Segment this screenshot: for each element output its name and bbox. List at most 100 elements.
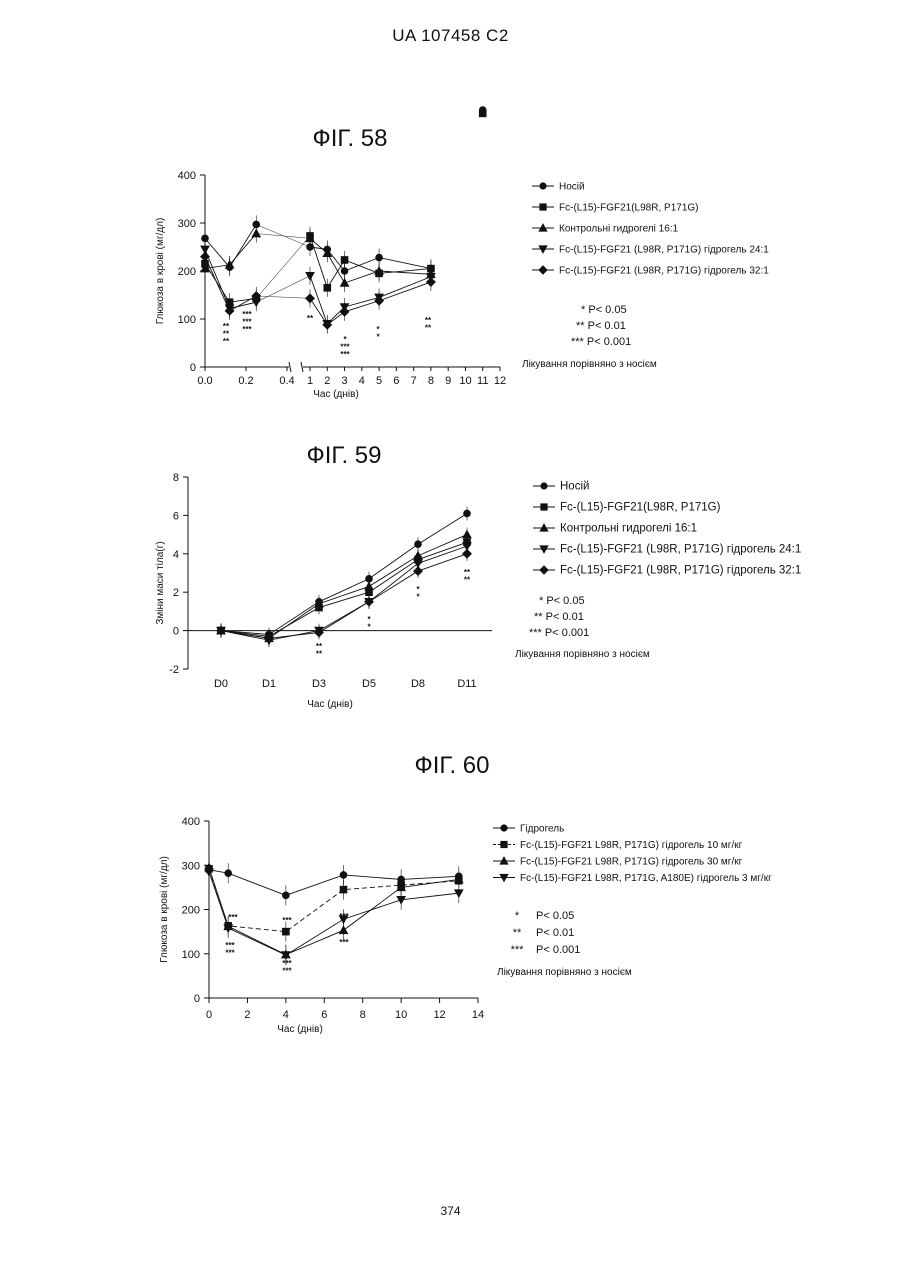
x-tick-label: 4: [283, 1009, 289, 1021]
significance-marker-line: **: [307, 314, 314, 323]
y-tick-label: 8: [173, 472, 179, 484]
significance-legend: *P< 0.05**P< 0.01***P< 0.001Лікування по…: [497, 910, 632, 978]
x-axis-label: Час (днів): [307, 699, 353, 710]
significance-value: P< 0.001: [536, 944, 580, 956]
significance-marker: **: [307, 314, 314, 323]
x-tick-label: D1: [262, 678, 276, 690]
data-point: [201, 252, 210, 261]
x-tick-label: 1: [307, 375, 313, 387]
series-line-right: [310, 276, 431, 324]
significance-marker: ******: [223, 322, 230, 346]
data-point: [427, 278, 436, 287]
y-tick-label: 200: [178, 266, 196, 278]
significance-stars: ***: [511, 944, 525, 956]
series-line: [218, 506, 471, 641]
y-tick-label: 400: [182, 816, 200, 828]
data-point: [375, 296, 384, 305]
legend-item: Контрольні гидрогелі 16:1: [532, 224, 679, 235]
x-tick-label: 10: [459, 375, 471, 387]
y-tick-label: 0: [190, 362, 196, 374]
significance-marker: **: [416, 585, 420, 602]
y-axis-label: Глюкоза в крові (мг/дл): [159, 856, 170, 963]
significance-marker-line: ***: [340, 350, 350, 359]
x-tick-label: 8: [428, 375, 434, 387]
x-tick-label: 0.0: [197, 375, 212, 387]
significance-marker-line: **: [316, 650, 323, 659]
legend: Носій Fc-(L15)-FGF21(L98R, P171G) Контроль…: [533, 481, 801, 577]
data-point: [306, 272, 314, 280]
x-axis-label: Час (днів): [313, 389, 359, 400]
data-point: [252, 229, 260, 237]
significance-value: P< 0.01: [536, 927, 574, 939]
legend-marker: [540, 566, 548, 574]
y-tick-label: 100: [182, 949, 200, 961]
legend: ГідрогельFc-(L15)-FGF21 L98R, P171G) гід…: [493, 824, 772, 885]
data-point: [463, 549, 472, 558]
legend: НосійFc-(L15)-FGF21(L98R, P171G)Контроль…: [532, 182, 769, 277]
legend-label: Контрольні гидрогелі 16:1: [560, 523, 697, 535]
legend-marker: [540, 204, 546, 210]
significance-row: *P< 0.05: [515, 910, 574, 922]
x-tick-label: 14: [472, 1009, 484, 1021]
comparison-note: Лікування порівняно з носієм: [497, 967, 632, 978]
legend-item: Fc-(L15)-FGF21(L98R, P171G): [533, 502, 721, 514]
y-tick-label: 400: [178, 170, 196, 182]
x-tick-label: D3: [312, 678, 326, 690]
significance-label: *** P< 0.001: [571, 336, 631, 348]
axis-break: [301, 362, 303, 372]
legend-label: Носій: [560, 481, 589, 493]
comparison-note: Лікування порівняно з носієм: [515, 649, 650, 660]
series-path: [221, 546, 467, 640]
series-break-connector: [256, 234, 310, 239]
figure-58-chart: ФІГ. 5801002003004000.00.20.412345678910…: [0, 110, 901, 420]
legend-label: Fc-(L15)-FGF21(L98R, P171G): [559, 203, 699, 214]
x-tick-label: 0.4: [279, 375, 294, 387]
x-tick-label: 3: [341, 375, 347, 387]
series-line: [217, 528, 471, 646]
axis-break: [289, 362, 291, 372]
data-point: [341, 257, 348, 264]
series-path: [221, 554, 467, 638]
legend-item: Fc-(L15)-FGF21 (L98R, P171G) гідрогель 2…: [532, 245, 769, 256]
y-tick-label: 0: [194, 993, 200, 1005]
significance-row: *** P< 0.001: [511, 944, 581, 956]
comparison-note: Лікування порівняно з носієм: [522, 359, 657, 370]
significance-legend: * P< 0.05** P< 0.01*** P< 0.001Лікування…: [515, 595, 650, 660]
significance-marker-line: ***: [242, 325, 252, 334]
significance-marker-line: *: [416, 593, 420, 602]
legend-label: Fc-(L15)-FGF21 L98R, P171G, A180E) гідро…: [520, 873, 772, 884]
significance-marker-line: ***: [339, 912, 349, 921]
series-line: [206, 859, 463, 942]
figure-title: ФІГ. 60: [414, 752, 489, 779]
legend-item: Fc-(L15)-FGF21 L98R, P171G, A180E) гідро…: [493, 873, 772, 884]
legend-item: Fc-(L15)-FGF21 (L98R, P171G) гідрогель 3…: [532, 266, 769, 277]
legend-label: Fc-(L15)-FGF21 L98R, P171G) гідрогель 10…: [520, 840, 743, 851]
data-point: [464, 510, 471, 517]
y-tick-label: 300: [182, 860, 200, 872]
data-point: [340, 886, 347, 893]
x-tick-label: 12: [494, 375, 506, 387]
legend-label: Контрольні гидрогелі 16:1: [559, 224, 679, 235]
y-axis-label: Глюкоза в крові (мг/дл): [155, 218, 166, 325]
figure-title: ФІГ. 58: [312, 125, 387, 152]
series-line-left: [205, 224, 256, 267]
x-tick-label: 6: [321, 1009, 327, 1021]
legend-label: Fc-(L15)-FGF21 (L98R, P171G) гідрогель 3…: [559, 266, 769, 277]
legend-item: Fc-(L15)-FGF21(L98R, P171G): [532, 203, 699, 214]
significance-marker-line: ***: [225, 949, 235, 958]
page-number: 374: [0, 1204, 901, 1218]
significance-marker: ***: [228, 913, 238, 922]
series-line: [218, 535, 471, 643]
data-point: [282, 928, 289, 935]
significance-marker: ****: [316, 642, 323, 659]
data-point: [414, 567, 423, 576]
x-tick-label: 11: [477, 375, 488, 387]
data-point: [340, 279, 348, 287]
data-point: [365, 582, 373, 590]
significance-marker: ******: [282, 959, 292, 976]
significance-marker: *******: [340, 335, 350, 359]
significance-marker-line: **: [464, 576, 471, 585]
y-tick-label: -2: [169, 664, 179, 676]
x-tick-label: D5: [362, 678, 376, 690]
x-tick-label: 10: [395, 1009, 407, 1021]
